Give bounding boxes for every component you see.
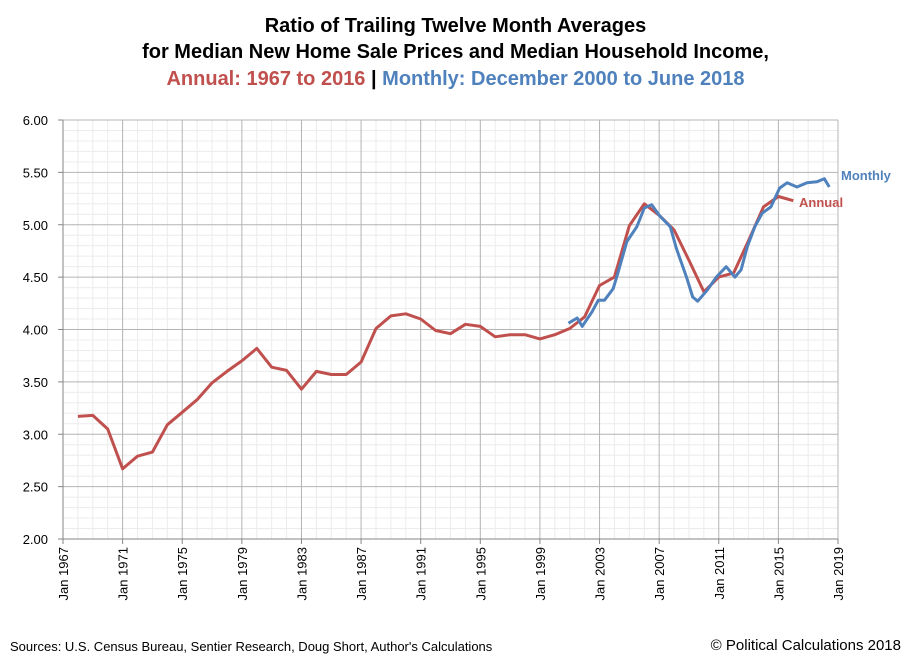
chart-title-line2: for Median New Home Sale Prices and Medi… (142, 41, 769, 63)
y-tick-label: 4.00 (23, 323, 48, 338)
x-tick-label: Jan 1979 (235, 547, 250, 601)
x-tick-label: Jan 1987 (354, 547, 369, 601)
chart-title-line1: Ratio of Trailing Twelve Month Averages (264, 15, 647, 37)
y-tick-label: 2.00 (23, 532, 48, 547)
x-tick-label: Jan 1983 (294, 547, 309, 601)
y-tick-label: 5.50 (23, 165, 48, 180)
y-tick-label: 5.00 (23, 218, 48, 233)
x-tick-label: Jan 1995 (473, 547, 488, 601)
x-tick-label: Jan 1971 (116, 547, 131, 601)
title-annual: Annual: 1967 to 2016 (166, 68, 366, 90)
y-tick-label: 2.50 (23, 480, 48, 495)
x-tick-label: Jan 2011 (712, 547, 727, 600)
legend-label-annual: Annual (799, 195, 843, 210)
x-tick-label: Jan 2007 (652, 547, 667, 601)
chart-title-line3: Annual: 1967 to 2016 | Monthly: December… (0, 68, 911, 91)
y-tick-label: 3.00 (23, 427, 48, 442)
y-tick-label: 3.50 (23, 375, 48, 390)
y-tick-label: 6.00 (23, 113, 48, 128)
x-tick-label: Jan 1975 (175, 547, 190, 601)
series-line-monthly (567, 177, 831, 328)
x-tick-label: Jan 2015 (771, 547, 786, 601)
x-tick-label: Jan 1999 (533, 547, 548, 601)
x-tick-label: Jan 2019 (831, 547, 846, 601)
sources-note: Sources: U.S. Census Bureau, Sentier Res… (10, 639, 493, 654)
x-tick-label: Jan 1991 (414, 547, 429, 601)
copyright-note: © Political Calculations 2018 (710, 637, 901, 654)
x-tick-label: Jan 2003 (593, 547, 608, 601)
title-monthly: Monthly: December 2000 to June 2018 (382, 68, 745, 90)
x-tick-label: Jan 1967 (56, 547, 71, 601)
y-tick-label: 4.50 (23, 270, 48, 285)
title-separator: | (365, 68, 383, 90)
legend-label-monthly: Monthly (841, 168, 892, 183)
